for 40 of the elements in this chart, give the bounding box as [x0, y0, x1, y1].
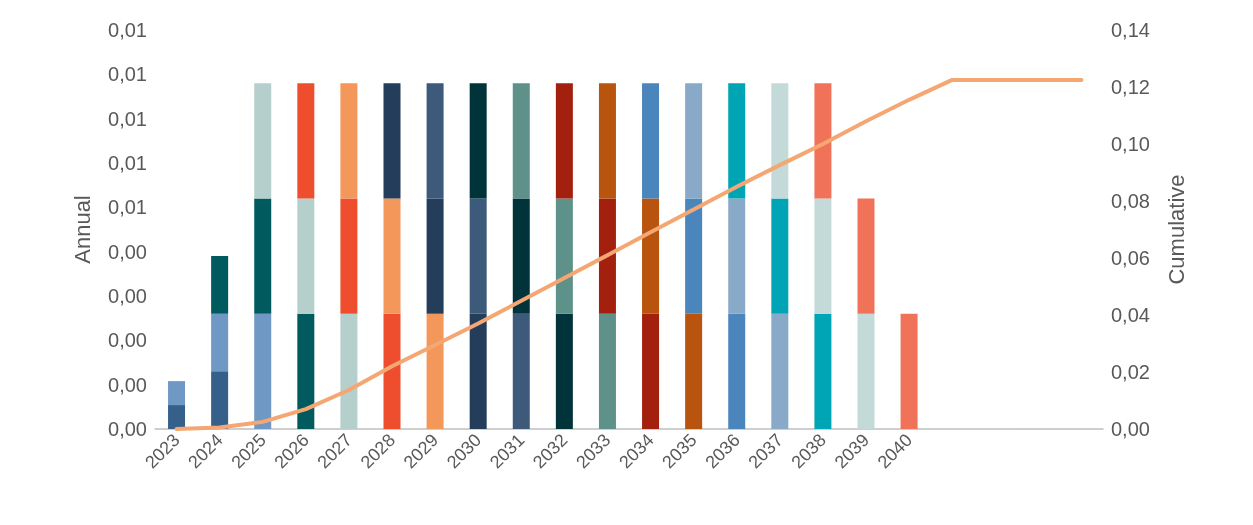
y-tick-label: 0,01 — [108, 63, 147, 86]
y2-tick-label: 0,12 — [1111, 76, 1150, 98]
y-tick-label: 0,01 — [108, 196, 147, 219]
bar — [168, 405, 186, 429]
y2-tick-label: 0,04 — [1111, 304, 1150, 326]
y2-axis-title: Cumulative — [1163, 174, 1189, 285]
bar — [512, 83, 530, 199]
y2-tick-label: 0,02 — [1111, 361, 1150, 383]
y-tick-label: 0,00 — [108, 373, 147, 396]
y2-tick-label: 0,14 — [1111, 19, 1150, 41]
y-tick-label: 0,00 — [108, 285, 147, 307]
bar — [598, 83, 616, 199]
bar — [814, 83, 832, 199]
bar — [728, 83, 746, 199]
y2-tick-label: 0,08 — [1111, 190, 1150, 212]
bar — [426, 83, 444, 199]
line-series — [174, 77, 1084, 431]
y-tick-label: 0,01 — [108, 152, 147, 174]
y2-tick-label: 0,10 — [1111, 133, 1150, 155]
y2-tick-label: 0,06 — [1111, 247, 1150, 269]
bar — [771, 83, 789, 199]
bar — [211, 313, 229, 372]
bar — [211, 371, 229, 429]
bar — [297, 83, 315, 199]
bar — [642, 83, 660, 199]
bar — [383, 83, 401, 199]
bar — [211, 256, 229, 314]
bar — [168, 381, 186, 406]
y-tick-label: 0,01 — [108, 19, 147, 41]
bar — [254, 83, 272, 199]
y2-tick-label: 0,00 — [1111, 418, 1150, 440]
bar — [685, 83, 703, 199]
y-tick-label: 0,01 — [108, 107, 147, 130]
y-tick-label: 0,00 — [108, 329, 147, 352]
bar — [340, 83, 358, 199]
bar — [469, 83, 487, 199]
bar — [555, 83, 573, 199]
y-tick-label: 0,00 — [108, 240, 147, 263]
y-tick-label: 0,00 — [108, 418, 147, 440]
y-axis-title: Annual — [69, 195, 95, 264]
